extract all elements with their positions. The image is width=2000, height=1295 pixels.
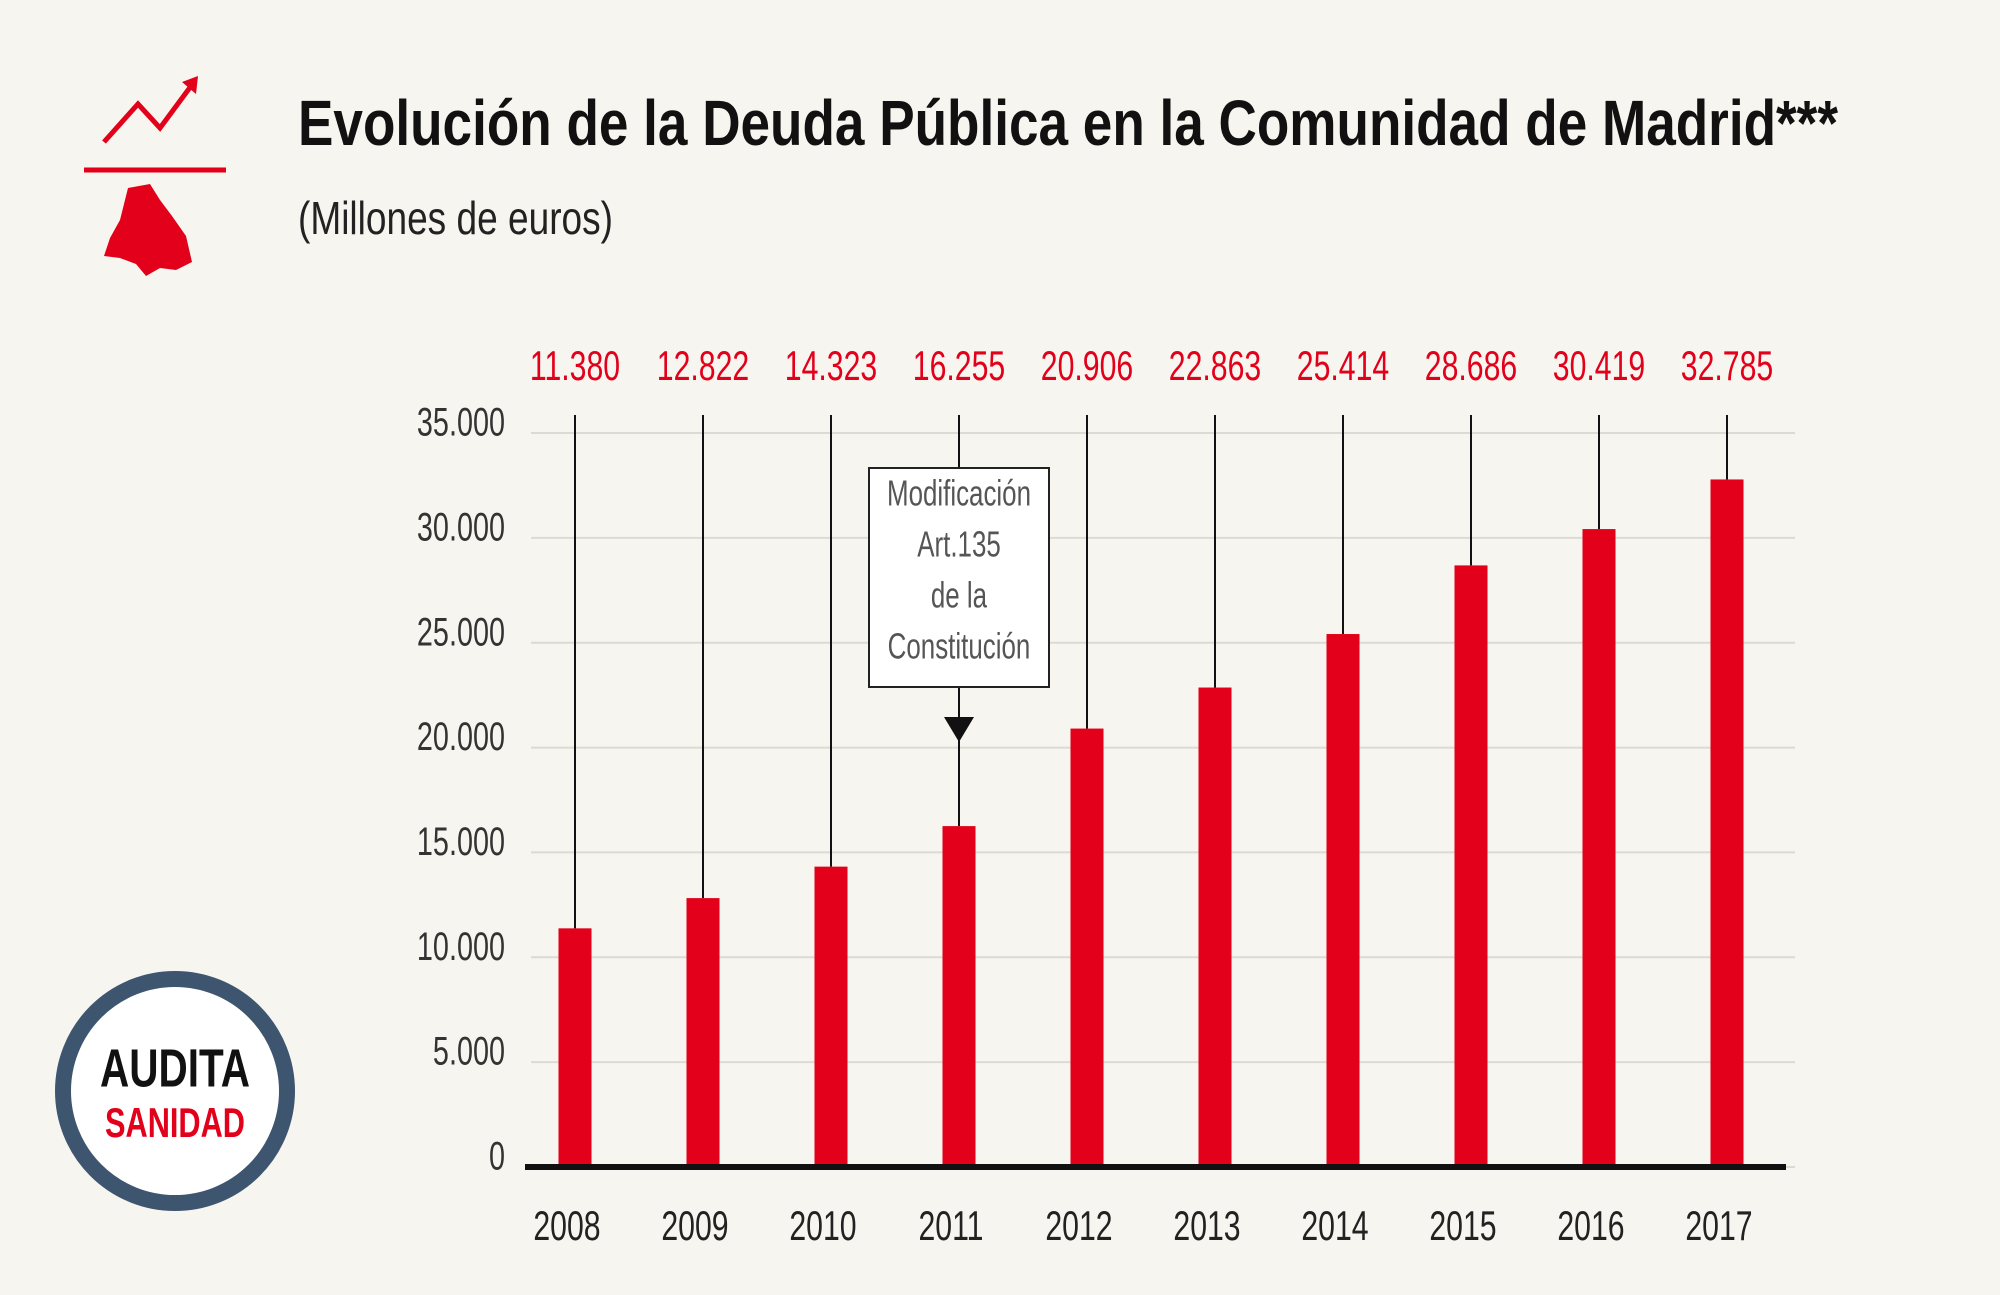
x-tick-label: 2016	[1557, 1202, 1624, 1249]
y-tick-label-group: 20.000	[417, 715, 505, 760]
annotation-text: Modificación	[887, 473, 1031, 513]
bar	[686, 898, 720, 1167]
value-label: 20.906	[1041, 342, 1133, 389]
bar	[1198, 687, 1232, 1167]
y-tick-label-group: 35.000	[417, 400, 505, 445]
x-tick-label: 2017	[1685, 1202, 1752, 1249]
chart-subtitle: (Millones de euros)	[298, 192, 613, 244]
x-tick-label-group: 2017	[1685, 1202, 1752, 1249]
annotation-text: de la	[931, 575, 988, 615]
logo-top: AUDITA	[100, 1038, 250, 1098]
x-tick-label: 2010	[789, 1202, 856, 1249]
y-tick-label: 15.000	[417, 819, 505, 864]
value-label-group: 25.414	[1297, 342, 1389, 389]
x-tick-label: 2013	[1173, 1202, 1240, 1249]
value-label-group: 14.323	[785, 342, 877, 389]
annotation-text-group: Art.135	[917, 524, 1001, 564]
value-label-group: 16.255	[913, 342, 1005, 389]
annotation-text: Constitución	[888, 626, 1031, 666]
y-tick-label: 10.000	[417, 924, 505, 969]
value-label: 11.380	[530, 342, 620, 389]
annotation-box	[868, 467, 1050, 688]
annotation-text-group: de la	[931, 575, 988, 615]
x-tick-label: 2008	[533, 1202, 600, 1249]
value-label: 16.255	[913, 342, 1005, 389]
y-tick-label: 35.000	[417, 400, 505, 445]
y-tick-label-group: 5.000	[433, 1029, 505, 1074]
value-label-group: 22.863	[1169, 342, 1261, 389]
y-tick-label: 30.000	[417, 505, 505, 550]
value-label-group: 28.686	[1425, 342, 1517, 389]
x-tick-label-group: 2009	[661, 1202, 728, 1249]
value-label-group: 32.785	[1681, 342, 1773, 389]
value-label: 22.863	[1169, 342, 1261, 389]
logo: AUDITA SANIDAD	[55, 971, 295, 1211]
x-tick-label-group: 2016	[1557, 1202, 1624, 1249]
chart-title: Evolución de la Deuda Pública en la Comu…	[298, 87, 1838, 159]
bar	[1326, 634, 1360, 1167]
y-tick-label: 0	[489, 1134, 505, 1179]
x-tick-label-group: 2015	[1429, 1202, 1496, 1249]
x-tick-label-group: 2013	[1173, 1202, 1240, 1249]
y-tick-label-group: 0	[489, 1134, 505, 1179]
x-tick-label-group: 2011	[918, 1202, 983, 1249]
value-label: 12.822	[657, 342, 749, 389]
value-label-group: 12.822	[657, 342, 749, 389]
y-tick-label: 5.000	[433, 1029, 505, 1074]
x-tick-label: 2015	[1429, 1202, 1496, 1249]
x-tick-label-group: 2008	[533, 1202, 600, 1249]
bar	[814, 866, 848, 1167]
value-label: 32.785	[1681, 342, 1773, 389]
value-label-group: 11.380	[530, 342, 620, 389]
y-tick-label-group: 25.000	[417, 610, 505, 655]
header-icon	[84, 76, 226, 276]
x-tick-label-group: 2014	[1301, 1202, 1368, 1249]
x-tick-label: 2009	[661, 1202, 728, 1249]
value-label: 28.686	[1425, 342, 1517, 389]
x-tick-label: 2012	[1045, 1202, 1112, 1249]
y-tick-label: 25.000	[417, 610, 505, 655]
annotation-arrow	[944, 717, 974, 742]
bar	[1710, 479, 1744, 1167]
annotation-text-group: Constitución	[888, 626, 1031, 666]
value-label-group: 30.419	[1553, 342, 1645, 389]
y-tick-label-group: 30.000	[417, 505, 505, 550]
x-tick-label: 2011	[918, 1202, 983, 1249]
x-tick-label: 2014	[1301, 1202, 1368, 1249]
bar	[1070, 728, 1104, 1167]
value-label: 14.323	[785, 342, 877, 389]
value-label-group: 20.906	[1041, 342, 1133, 389]
annotation-text-group: Modificación	[887, 473, 1031, 513]
y-tick-label-group: 10.000	[417, 924, 505, 969]
x-tick-label-group: 2010	[789, 1202, 856, 1249]
bar	[558, 928, 592, 1167]
bar	[1582, 529, 1616, 1167]
value-label: 25.414	[1297, 342, 1389, 389]
value-label: 30.419	[1553, 342, 1645, 389]
bar	[1454, 565, 1488, 1167]
annotation-text: Art.135	[917, 524, 1001, 564]
logo-bottom: SANIDAD	[105, 1099, 245, 1146]
y-tick-label-group: 15.000	[417, 819, 505, 864]
bar	[942, 826, 976, 1167]
x-tick-label-group: 2012	[1045, 1202, 1112, 1249]
y-tick-label: 20.000	[417, 715, 505, 760]
